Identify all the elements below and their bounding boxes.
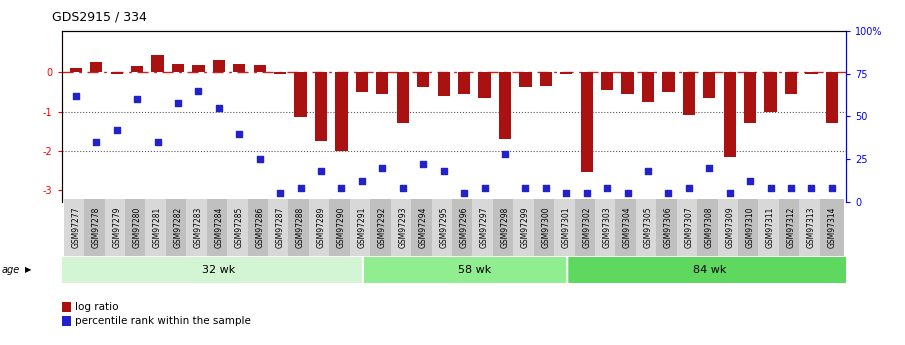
Point xyxy=(232,131,246,136)
Bar xyxy=(294,72,307,117)
Bar xyxy=(151,55,164,72)
Point xyxy=(579,190,594,196)
Point xyxy=(69,93,83,99)
Point xyxy=(763,185,777,191)
Bar xyxy=(131,66,143,72)
Point xyxy=(662,190,676,196)
Bar xyxy=(213,60,225,72)
Bar xyxy=(539,72,552,86)
Bar xyxy=(376,72,388,94)
Point xyxy=(722,190,737,196)
Bar xyxy=(744,72,757,123)
Point xyxy=(191,88,205,93)
FancyBboxPatch shape xyxy=(56,250,381,289)
Bar xyxy=(662,72,674,92)
Point xyxy=(559,190,574,196)
Bar xyxy=(437,72,450,96)
FancyBboxPatch shape xyxy=(567,250,852,289)
Text: log ratio: log ratio xyxy=(75,302,119,312)
Point xyxy=(375,165,389,170)
Bar xyxy=(622,72,633,94)
Bar xyxy=(172,65,184,72)
Point xyxy=(273,190,288,196)
Bar xyxy=(499,72,511,139)
Point xyxy=(824,185,839,191)
Point xyxy=(395,185,410,191)
Point xyxy=(293,185,308,191)
Point xyxy=(334,185,348,191)
Point xyxy=(805,185,819,191)
Point xyxy=(498,151,512,157)
Text: ▶: ▶ xyxy=(25,265,32,275)
Bar xyxy=(274,72,286,74)
Bar xyxy=(560,72,572,74)
Bar xyxy=(315,72,328,141)
Point xyxy=(314,168,329,174)
Point xyxy=(477,185,491,191)
Text: age: age xyxy=(2,265,20,275)
Text: 84 wk: 84 wk xyxy=(692,265,726,275)
Text: 58 wk: 58 wk xyxy=(458,265,491,275)
Bar xyxy=(253,65,266,72)
Point xyxy=(519,185,533,191)
Bar xyxy=(336,72,348,151)
Point xyxy=(681,185,696,191)
Bar xyxy=(110,72,123,74)
Point xyxy=(641,168,655,174)
Bar xyxy=(580,72,593,172)
Text: percentile rank within the sample: percentile rank within the sample xyxy=(75,316,251,326)
Bar xyxy=(233,63,245,72)
Bar xyxy=(192,65,205,72)
Bar xyxy=(479,72,491,98)
Point xyxy=(89,139,103,145)
Point xyxy=(212,105,226,111)
Bar xyxy=(458,72,471,94)
Point xyxy=(784,185,798,191)
Point xyxy=(457,190,472,196)
Bar xyxy=(805,72,817,74)
Point xyxy=(702,165,717,170)
Point xyxy=(538,185,553,191)
Point xyxy=(743,179,757,184)
Bar xyxy=(785,72,797,94)
Point xyxy=(130,97,145,102)
Point xyxy=(110,127,124,133)
Point xyxy=(600,185,614,191)
Bar xyxy=(724,72,736,157)
Point xyxy=(436,168,451,174)
Text: GDS2915 / 334: GDS2915 / 334 xyxy=(52,10,148,23)
Point xyxy=(150,139,165,145)
Bar xyxy=(703,72,715,98)
Bar xyxy=(417,72,429,87)
Point xyxy=(355,179,369,184)
Bar xyxy=(825,72,838,123)
Point xyxy=(252,156,267,162)
Point xyxy=(620,190,634,196)
Bar xyxy=(519,72,531,87)
Point xyxy=(171,100,186,106)
Bar xyxy=(682,72,695,116)
Text: 32 wk: 32 wk xyxy=(202,265,235,275)
Bar xyxy=(396,72,409,123)
FancyBboxPatch shape xyxy=(363,250,586,289)
Bar xyxy=(90,62,102,72)
Bar xyxy=(642,72,654,102)
Bar xyxy=(601,72,614,90)
Point xyxy=(416,161,431,167)
Bar xyxy=(70,68,82,72)
Bar xyxy=(765,72,776,111)
Bar xyxy=(356,72,368,92)
